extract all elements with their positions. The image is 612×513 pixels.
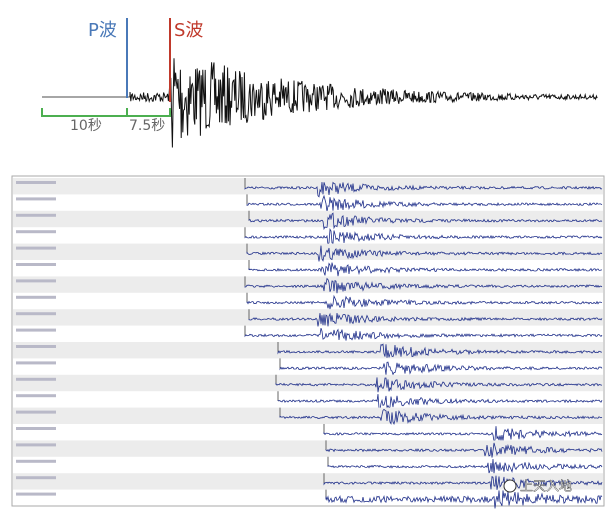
watermark-text: 上天入地 xyxy=(520,480,572,495)
row-label-stub xyxy=(16,345,56,348)
trace xyxy=(246,194,603,213)
row-label-stub xyxy=(16,181,56,184)
trace xyxy=(248,312,603,327)
interval-label: 10秒 xyxy=(70,118,102,134)
row-label-stub xyxy=(16,295,56,299)
row-band xyxy=(13,276,603,293)
row-label-stub xyxy=(16,492,56,496)
row-band xyxy=(13,210,603,228)
trace xyxy=(248,262,603,277)
trace xyxy=(277,394,603,411)
row-label-stub xyxy=(16,197,56,201)
interval-brackets xyxy=(41,108,171,117)
trace xyxy=(275,377,603,393)
row-band xyxy=(13,342,603,359)
watermark: 上天入地 xyxy=(503,479,572,495)
trace xyxy=(279,408,603,425)
trace xyxy=(244,277,603,294)
row-label-stub xyxy=(16,246,56,250)
row-label-stub xyxy=(16,410,56,414)
trace xyxy=(244,181,603,198)
row-band xyxy=(13,440,603,457)
top-waveform xyxy=(129,58,598,148)
row-band xyxy=(13,374,603,392)
row-band xyxy=(13,309,603,326)
row-label-stub xyxy=(16,361,56,365)
watermark-icon xyxy=(503,479,517,493)
waveform xyxy=(129,58,598,148)
trace-rows xyxy=(13,178,603,509)
row-label-stub xyxy=(16,377,56,381)
trace xyxy=(279,361,603,376)
trace xyxy=(277,343,602,358)
row-band xyxy=(13,407,603,424)
row-label-stub xyxy=(16,213,56,217)
row-label-stub xyxy=(16,312,56,316)
row-label-stub xyxy=(16,427,56,430)
trace xyxy=(325,490,603,509)
row-band xyxy=(13,178,603,195)
trace xyxy=(246,294,603,310)
row-label-stub xyxy=(16,459,56,463)
row-label-stub xyxy=(16,476,56,480)
trace xyxy=(248,212,603,231)
p-label: P波 xyxy=(88,20,117,41)
row-label-stub xyxy=(16,443,56,447)
trace xyxy=(323,475,603,491)
row-label-stub xyxy=(16,328,56,332)
trace xyxy=(325,442,603,458)
row-band xyxy=(13,473,603,490)
trace xyxy=(327,458,603,474)
trace xyxy=(246,245,603,262)
trace xyxy=(244,327,603,341)
trace xyxy=(323,426,603,443)
row-label-stub xyxy=(16,279,56,283)
row-band xyxy=(13,243,603,260)
row-label-stub xyxy=(16,230,56,234)
interval-label: 7.5秒 xyxy=(129,118,165,134)
s-label: S波 xyxy=(174,20,203,41)
row-label-stub xyxy=(16,394,56,398)
trace xyxy=(244,227,603,246)
row-label-stub xyxy=(16,263,56,266)
